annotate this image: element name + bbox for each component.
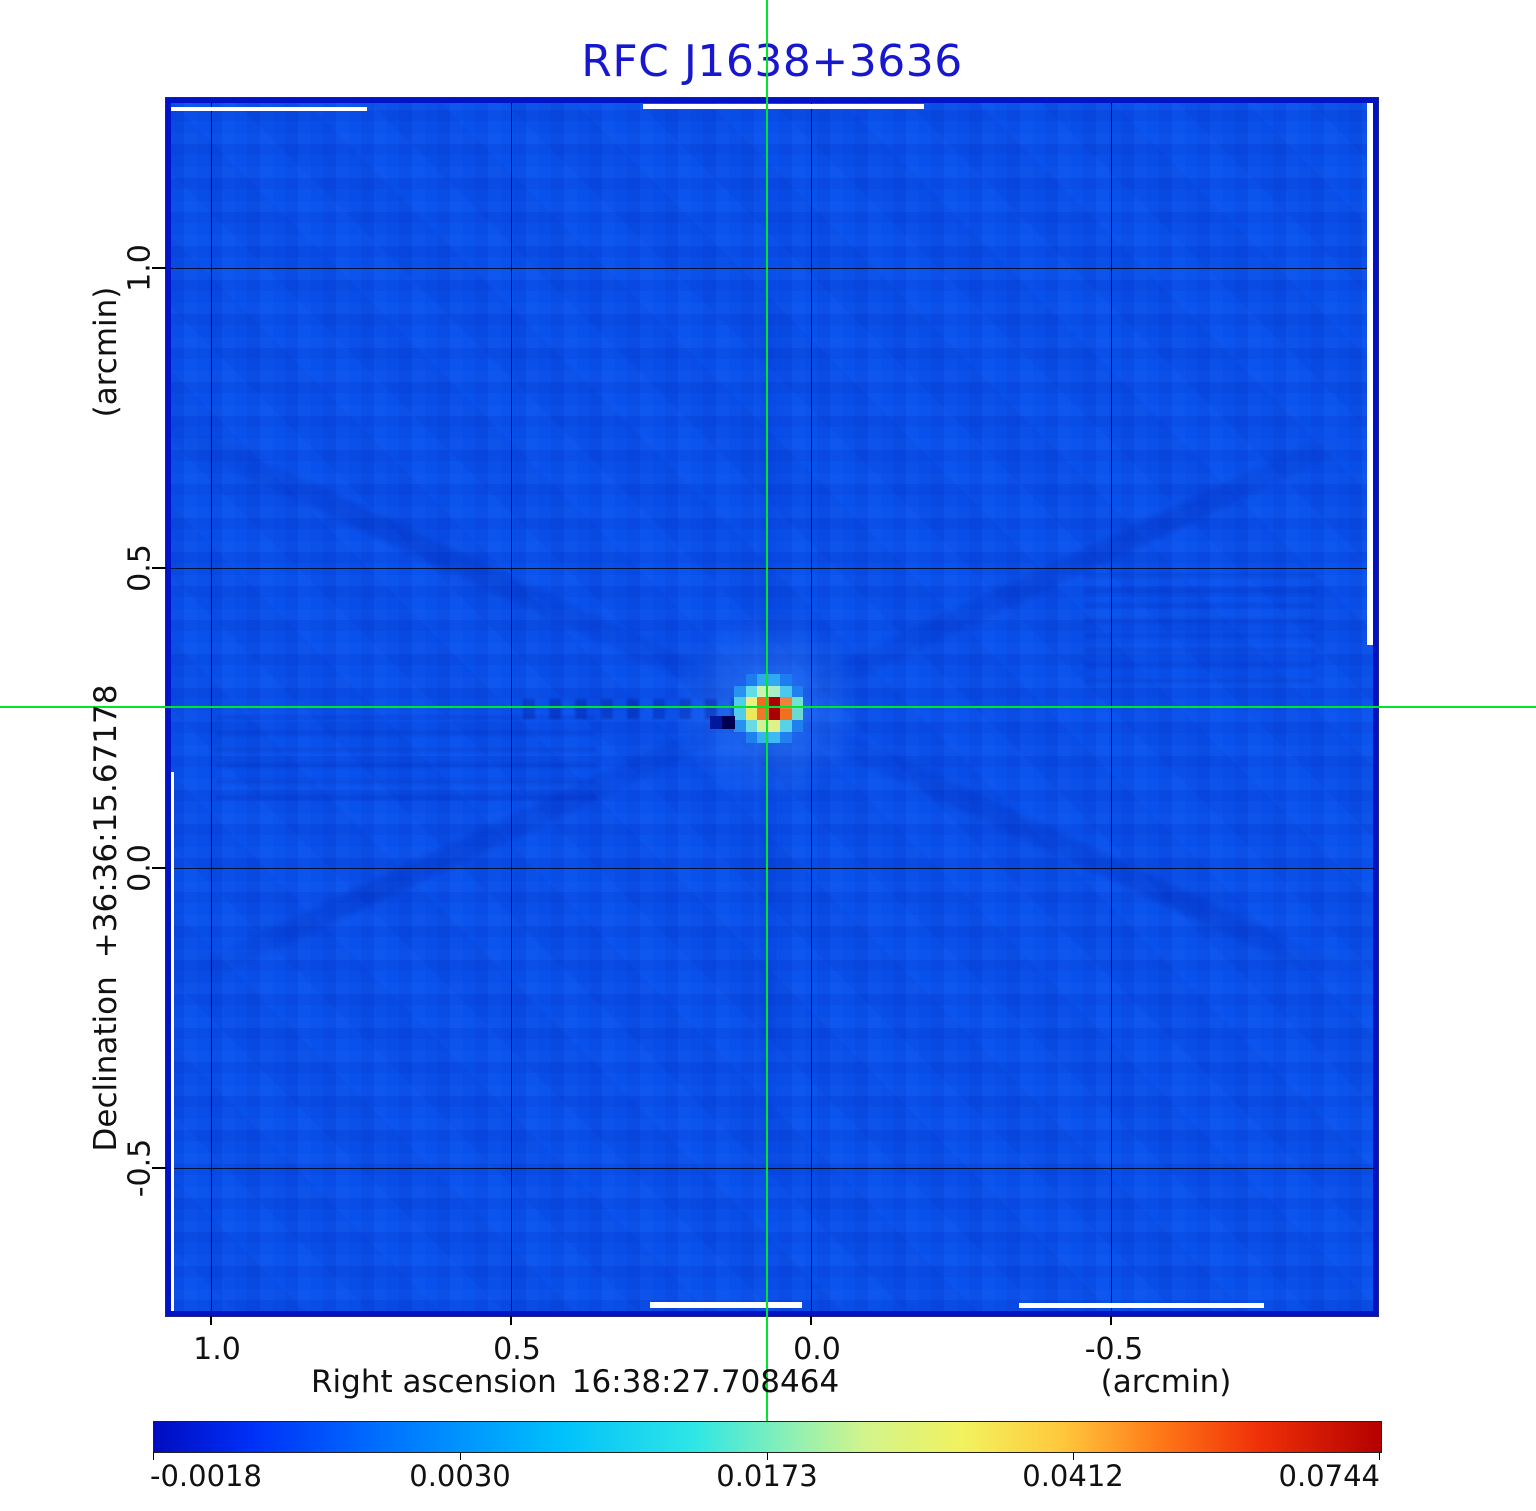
edge-artifact [650, 1302, 802, 1308]
y-axis-tick [152, 267, 166, 269]
source-pixel [780, 708, 792, 720]
source-pixel [780, 697, 792, 709]
source-pixel [757, 720, 769, 732]
colorbar-label: -0.0018 [150, 1459, 262, 1493]
plot-title: RFC J1638+3636 [581, 36, 963, 87]
y-axis-tick [152, 867, 166, 869]
x-axis-tick [210, 1316, 212, 1325]
source-pixel [757, 708, 769, 720]
edge-artifact [1019, 1303, 1264, 1308]
edge-artifact [643, 104, 924, 109]
source-pixel [745, 674, 757, 686]
colorbar-tick [460, 1452, 461, 1460]
x-tick-label: -0.5 [1084, 1332, 1144, 1367]
source-pixel [745, 708, 757, 720]
source-pixel [745, 685, 757, 697]
grid-line-dec-0.5 [171, 568, 1373, 569]
source-pixel [780, 674, 792, 686]
source-pixel [780, 685, 792, 697]
source-pixel [757, 685, 769, 697]
ripple-pattern-right [1085, 573, 1315, 689]
y-axis-title: Declination +36:36:15.67178 [88, 685, 124, 1152]
source-pixel [734, 720, 746, 732]
y-axis-unit-text: (arcmin) [88, 286, 124, 418]
source-pixel [768, 708, 780, 720]
x-axis-title-text: Right ascension [311, 1364, 557, 1400]
source-blob [734, 674, 803, 743]
x-axis-tick [810, 1316, 812, 1325]
source-pixel [757, 674, 769, 686]
colorbar-gradient [154, 1422, 1381, 1452]
sidelobe-dashes [523, 699, 735, 719]
source-pixel [768, 674, 780, 686]
colorbar-label: 0.0412 [1022, 1459, 1124, 1493]
colorbar-tick [1379, 1452, 1380, 1460]
source-pixel [791, 685, 803, 697]
x-axis-coordinate: 16:38:27.708464 [571, 1364, 840, 1400]
edge-artifact [1367, 103, 1373, 645]
ripple-pattern-left [216, 715, 596, 803]
source-pixel [745, 720, 757, 732]
source-pixel [757, 731, 769, 743]
source-pixel [791, 708, 803, 720]
source-pixel [780, 720, 792, 732]
x-axis-tick [1110, 1316, 1112, 1325]
colorbar-label: 0.0030 [409, 1459, 511, 1493]
negative-pixel [710, 716, 722, 729]
colorbar-tick [153, 1452, 154, 1460]
x-axis-unit-label: (arcmin) [1100, 1364, 1232, 1400]
y-axis-tick [152, 567, 166, 569]
colorbar-label: 0.0173 [716, 1459, 818, 1493]
y-axis-coordinate: +36:36:15.67178 [88, 684, 124, 959]
source-pixel [768, 685, 780, 697]
crosshair-horizontal-line [0, 706, 1536, 708]
source-pixel [768, 697, 780, 709]
grid-line-dec-1.0 [171, 268, 1373, 269]
edge-artifact [171, 107, 367, 111]
source-pixel [768, 731, 780, 743]
source-pixel [768, 720, 780, 732]
source-pixel [791, 720, 803, 732]
x-tick-label: 0.0 [793, 1332, 841, 1367]
y-axis-title-text: Declination [88, 976, 124, 1152]
edge-artifact [171, 772, 174, 1311]
y-axis-unit-label: (arcmin) [88, 287, 124, 418]
source-pixel [734, 708, 746, 720]
negative-pixel [722, 716, 735, 729]
grid-line-dec-0.0 [171, 868, 1373, 869]
grid-line-dec--0.5 [171, 1168, 1373, 1169]
source-pixel [780, 731, 792, 743]
colorbar [153, 1421, 1382, 1453]
source-pixel [734, 732, 746, 744]
x-axis-title: Right ascension 16:38:27.708464 [311, 1364, 839, 1400]
y-axis-tick [152, 1167, 166, 1169]
x-tick-label: 0.5 [493, 1332, 541, 1367]
colorbar-tick [767, 1452, 768, 1460]
source-pixel [757, 697, 769, 709]
colorbar-tick [1073, 1452, 1074, 1460]
x-tick-label: 1.0 [193, 1332, 241, 1367]
source-pixel [745, 697, 757, 709]
crosshair-vertical-line [766, 0, 768, 1421]
source-pixel [734, 697, 746, 709]
source-pixel [745, 731, 757, 743]
source-pixel [792, 732, 804, 744]
source-pixel [792, 674, 804, 686]
colorbar-label: 0.0744 [1278, 1459, 1380, 1493]
source-pixel [734, 674, 746, 686]
source-pixel [734, 685, 746, 697]
source-pixel [791, 697, 803, 709]
x-axis-tick [510, 1316, 512, 1325]
